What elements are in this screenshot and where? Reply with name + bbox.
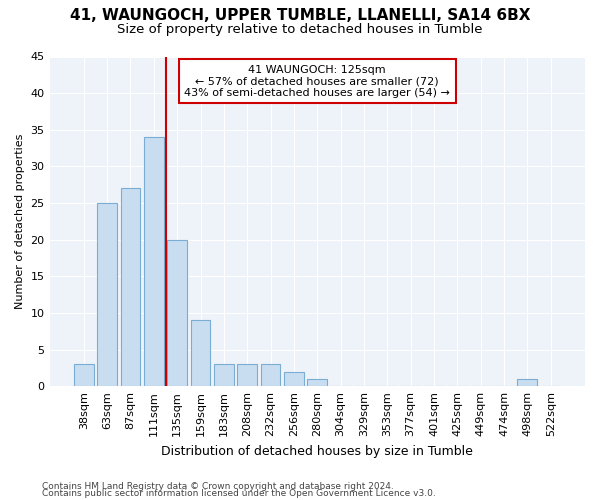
Bar	[284, 372, 304, 386]
Y-axis label: Number of detached properties: Number of detached properties	[15, 134, 25, 309]
Text: Contains public sector information licensed under the Open Government Licence v3: Contains public sector information licen…	[42, 489, 436, 498]
Bar	[144, 137, 164, 386]
Bar	[307, 379, 327, 386]
Bar	[191, 320, 211, 386]
Text: Contains HM Land Registry data © Crown copyright and database right 2024.: Contains HM Land Registry data © Crown c…	[42, 482, 394, 491]
Bar	[214, 364, 234, 386]
Bar	[121, 188, 140, 386]
Text: 41 WAUNGOCH: 125sqm
← 57% of detached houses are smaller (72)
43% of semi-detach: 41 WAUNGOCH: 125sqm ← 57% of detached ho…	[184, 64, 450, 98]
Bar	[238, 364, 257, 386]
X-axis label: Distribution of detached houses by size in Tumble: Distribution of detached houses by size …	[161, 444, 473, 458]
Text: 41, WAUNGOCH, UPPER TUMBLE, LLANELLI, SA14 6BX: 41, WAUNGOCH, UPPER TUMBLE, LLANELLI, SA…	[70, 8, 530, 22]
Text: Size of property relative to detached houses in Tumble: Size of property relative to detached ho…	[117, 22, 483, 36]
Bar	[167, 240, 187, 386]
Bar	[74, 364, 94, 386]
Bar	[517, 379, 538, 386]
Bar	[97, 203, 117, 386]
Bar	[260, 364, 280, 386]
